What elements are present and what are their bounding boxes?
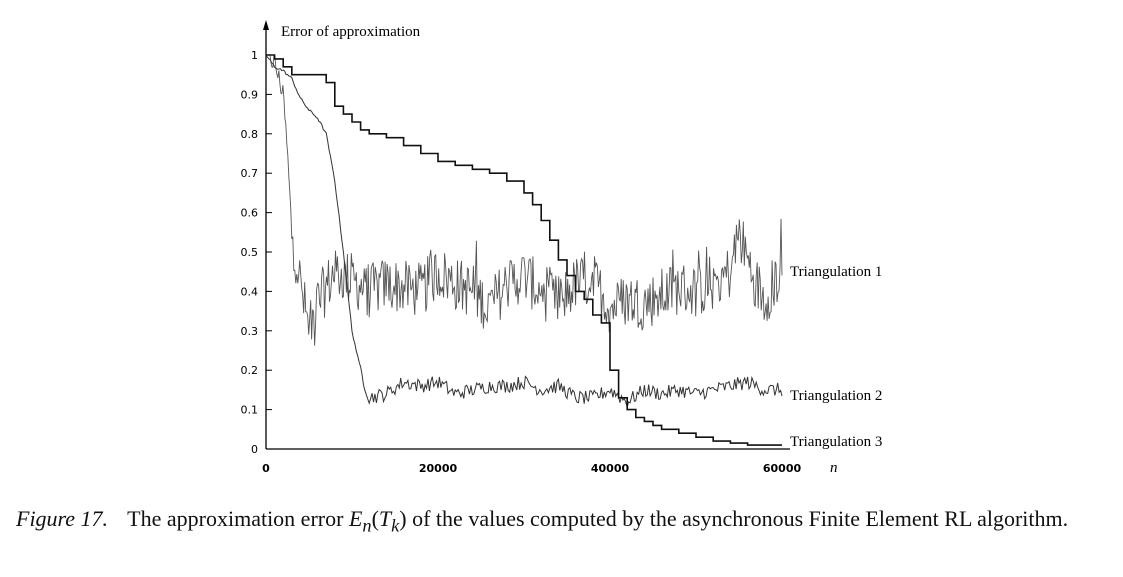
y-axis-title: Error of approximation bbox=[281, 24, 421, 40]
series-layer bbox=[265, 54, 783, 446]
caption-math-arg-symbol: T bbox=[378, 506, 392, 531]
figure-label: Figure 17. bbox=[16, 506, 109, 531]
y-tick-label: 0.8 bbox=[241, 128, 259, 141]
series-line-triangulation-2 bbox=[265, 54, 783, 410]
x-tick-label: 20000 bbox=[419, 462, 458, 475]
y-axis-arrow bbox=[263, 20, 269, 30]
x-tick-label: 0 bbox=[262, 462, 270, 475]
y-tick-label: 0.4 bbox=[241, 285, 259, 298]
caption-math: En bbox=[348, 506, 372, 535]
caption-math-arg: Tk bbox=[378, 506, 399, 535]
series-label-triangulation-3: Triangulation 3 bbox=[790, 434, 882, 450]
figure-caption: Figure 17. The approximation error En(Tk… bbox=[16, 504, 1111, 540]
ticks: 0 0.1 0.2 0.3 0.4 0.5 0.6 0.7 0.8 0.9 1 0 20000 40000… bbox=[241, 49, 802, 475]
caption-text-after: of the values computed by the asynchrono… bbox=[412, 506, 1069, 531]
axes bbox=[263, 20, 790, 450]
caption-math-paren-close: ) bbox=[399, 506, 407, 531]
y-tick-label: 1 bbox=[251, 49, 258, 62]
caption-math-arg-subscript: k bbox=[391, 515, 400, 536]
series-label-triangulation-1: Triangulation 1 bbox=[790, 264, 882, 280]
caption-math-symbol: E bbox=[348, 506, 363, 531]
x-axis-variable: n bbox=[830, 460, 838, 476]
line-chart: 0 0.1 0.2 0.3 0.4 0.5 0.6 0.7 0.8 0.9 1 0 20000 40000… bbox=[241, 20, 882, 476]
x-tick-label: 40000 bbox=[591, 462, 630, 475]
series-line-triangulation-1 bbox=[266, 54, 783, 346]
series-label-triangulation-2: Triangulation 2 bbox=[790, 388, 882, 404]
y-tick-label: 0.1 bbox=[241, 404, 259, 417]
x-tick-label: 60000 bbox=[763, 462, 802, 475]
caption-math-subscript: n bbox=[362, 515, 372, 536]
figure: 0 0.1 0.2 0.3 0.4 0.5 0.6 0.7 0.8 0.9 1 0 20000 40000… bbox=[241, 20, 882, 476]
y-tick-label: 0 bbox=[251, 443, 258, 456]
caption-math-paren-open: ( bbox=[371, 506, 379, 531]
series-line-triangulation-3 bbox=[266, 54, 782, 446]
y-tick-label: 0.5 bbox=[241, 246, 259, 259]
y-tick-label: 0.6 bbox=[241, 207, 259, 220]
labels-layer: Triangulation 1 Triangulation 2 Triangulat… bbox=[790, 264, 882, 450]
caption-text-before: The approximation error bbox=[127, 506, 344, 531]
y-tick-label: 0.9 bbox=[241, 88, 259, 101]
y-tick-label: 0.3 bbox=[241, 325, 259, 338]
y-tick-label: 0.2 bbox=[241, 364, 259, 377]
y-tick-label: 0.7 bbox=[241, 167, 259, 180]
